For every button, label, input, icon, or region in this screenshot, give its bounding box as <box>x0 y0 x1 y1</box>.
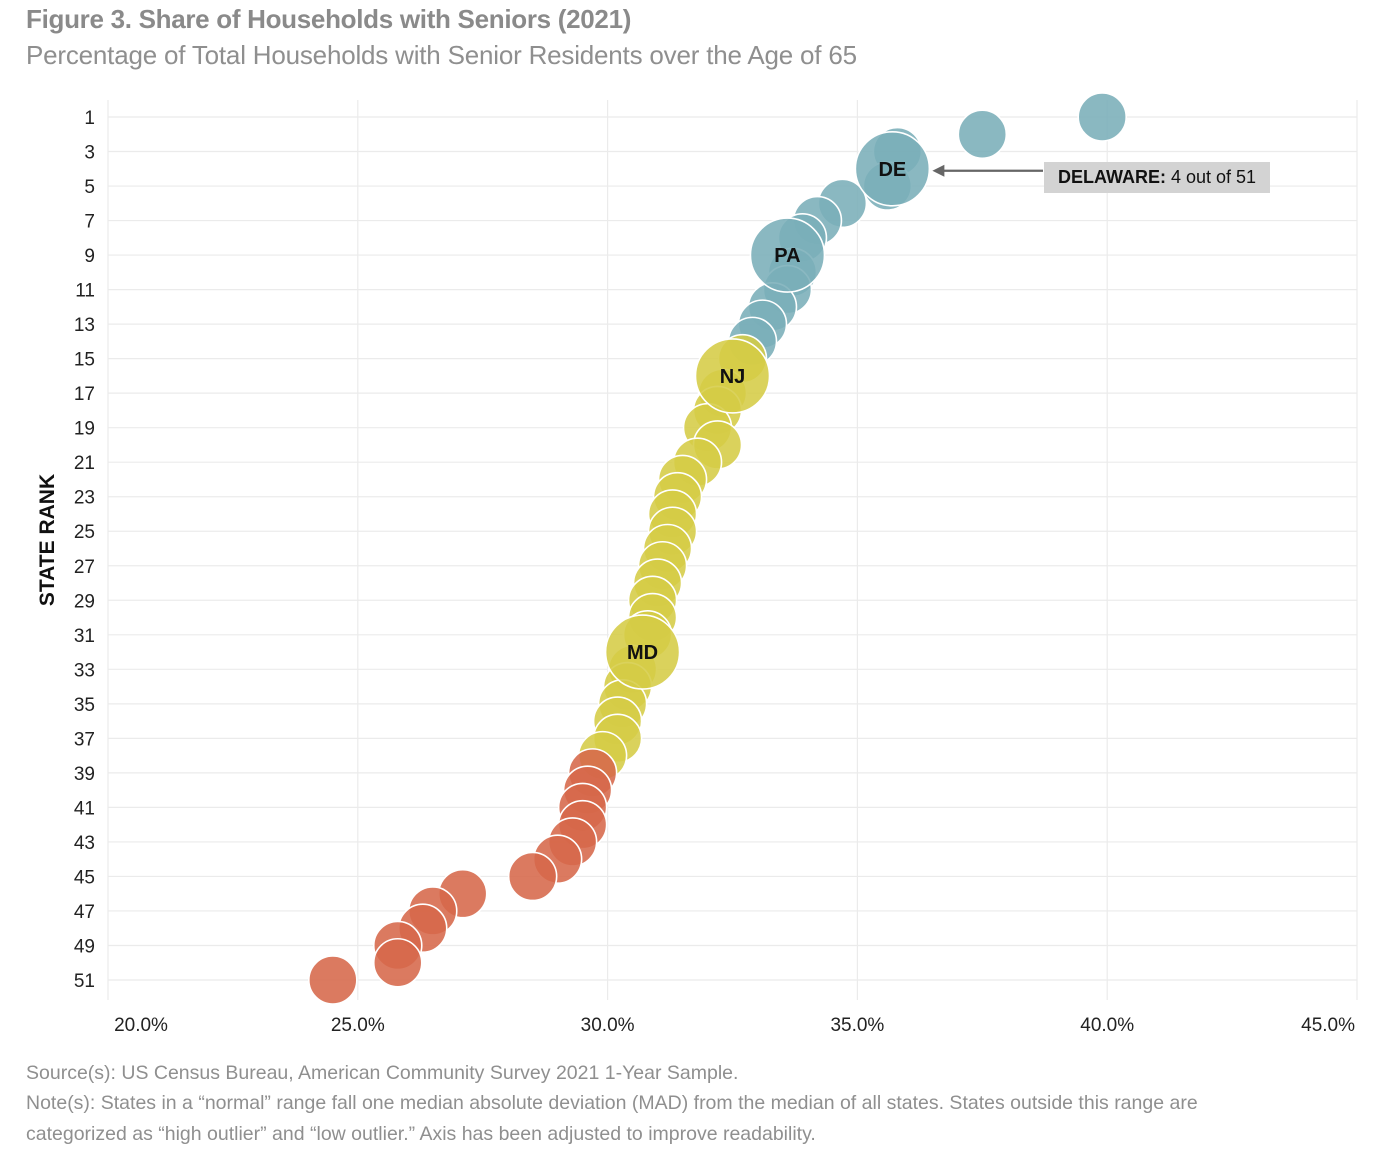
y-tick-label: 9 <box>84 246 95 267</box>
y-tick-label: 39 <box>74 764 95 785</box>
x-tick-label: 40.0% <box>1080 1015 1134 1036</box>
y-tick-label: 15 <box>74 350 95 371</box>
callout-arrow <box>932 164 1043 177</box>
x-tick-label: 25.0% <box>331 1015 385 1036</box>
y-tick-label: 47 <box>74 902 95 923</box>
y-tick-label: 19 <box>74 419 95 440</box>
scatter-chart: 1357911131517192123252729313335373941434… <box>74 92 1358 1036</box>
y-tick-label: 37 <box>74 729 95 750</box>
x-tick-label: 45.0% <box>1301 1015 1355 1036</box>
y-tick-label: 51 <box>74 971 95 992</box>
y-tick-label: 3 <box>84 143 95 164</box>
y-tick-label: 27 <box>74 557 95 578</box>
x-axis-ticks: 20.0% 25.0% 30.0% 35.0% 40.0% 45.0% <box>114 1015 1355 1036</box>
bubble-label-nj: NJ <box>720 366 746 388</box>
delaware-callout: DELAWARE: 4 out of 51 <box>1044 162 1270 193</box>
y-tick-label: 35 <box>74 695 95 716</box>
y-tick-label: 17 <box>74 384 95 405</box>
bubble-label-de: DE <box>878 159 906 181</box>
bubbles-layer <box>308 92 1128 1005</box>
y-tick-label: 23 <box>74 488 95 509</box>
y-tick-label: 45 <box>74 867 95 888</box>
x-tick-label: 35.0% <box>830 1015 884 1036</box>
grid-lines <box>107 100 1358 1000</box>
callout-text: 4 out of 51 <box>1170 167 1257 187</box>
y-tick-label: 29 <box>74 591 95 612</box>
footer-note-line2: categorized as “high outlier” and “low o… <box>26 1123 816 1145</box>
bubble-rank-9 <box>749 217 826 293</box>
y-axis-label: STATE RANK <box>36 473 59 607</box>
chart-title: Figure 3. Share of Households with Senio… <box>26 4 632 34</box>
y-tick-label: 1 <box>84 108 95 129</box>
bubble-rank-2 <box>957 109 1008 160</box>
bubble-rank-50 <box>372 937 423 988</box>
bubble-label-md: MD <box>627 642 658 664</box>
y-tick-label: 41 <box>74 798 95 819</box>
bubble-rank-32 <box>604 614 681 690</box>
callout-state: DELAWARE: <box>1057 167 1166 187</box>
bubble-rank-1 <box>1077 92 1128 142</box>
bubble-rank-45 <box>507 851 558 902</box>
y-tick-label: 31 <box>74 626 95 647</box>
y-tick-label: 21 <box>74 453 95 474</box>
y-tick-label: 11 <box>75 281 95 302</box>
y-tick-label: 43 <box>74 833 95 854</box>
x-tick-label: 30.0% <box>581 1015 635 1036</box>
bubble-rank-4 <box>854 130 931 207</box>
y-tick-label: 49 <box>74 936 95 957</box>
y-tick-label: 7 <box>84 212 95 233</box>
callout-arrow-head <box>932 164 945 177</box>
x-tick-label: 20.0% <box>114 1015 168 1036</box>
bubble-rank-16 <box>694 338 771 414</box>
y-tick-label: 13 <box>74 315 95 336</box>
bubble-rank-51 <box>308 955 358 1005</box>
footer-source: Source(s): US Census Bureau, American Co… <box>26 1062 739 1084</box>
chart-subtitle: Percentage of Total Households with Seni… <box>26 40 857 70</box>
y-tick-label: 5 <box>84 177 95 198</box>
y-axis-ticks: 1357911131517192123252729313335373941434… <box>74 108 95 992</box>
y-tick-label: 33 <box>74 660 95 681</box>
bubble-label-pa: PA <box>774 245 800 267</box>
bubble-labels: DE PA NJ MD <box>627 159 906 664</box>
y-tick-label: 25 <box>74 522 95 543</box>
footer-note-line1: Note(s): States in a “normal” range fall… <box>26 1092 1198 1114</box>
